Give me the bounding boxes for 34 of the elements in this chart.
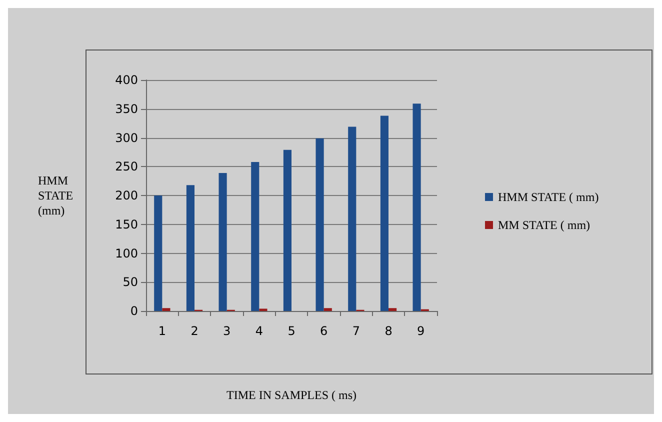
- bar: [324, 308, 332, 311]
- y-tick-label: 300: [115, 130, 138, 145]
- y-axis-title: HMM STATE (mm): [38, 174, 74, 218]
- y-tick-label: 400: [115, 73, 138, 87]
- x-axis-title: TIME IN SAMPLES ( ms): [226, 388, 357, 402]
- x-tick-label: 1: [158, 324, 166, 338]
- y-tick-label: 100: [115, 246, 138, 260]
- x-tick-label: 6: [320, 324, 328, 338]
- bar: [283, 150, 292, 311]
- legend-label: HMM STATE ( mm): [498, 190, 599, 204]
- bar: [388, 308, 397, 311]
- x-tick-label: 4: [255, 324, 263, 338]
- x-tick-label: 9: [417, 324, 425, 338]
- bar: [412, 104, 421, 311]
- y-tick-label: 50: [122, 275, 138, 290]
- bar: [380, 116, 388, 311]
- x-tick-label: 2: [190, 324, 198, 338]
- y-tick-label: 350: [115, 102, 138, 116]
- y-tick-label: 0: [130, 304, 138, 318]
- x-tick-label: 5: [288, 324, 296, 338]
- y-tick-label: 150: [115, 217, 138, 232]
- x-tick-label: 3: [223, 324, 231, 338]
- y-tick-label: 200: [115, 188, 138, 202]
- y-tick-label: 250: [115, 160, 138, 174]
- legend-label: MM STATE ( mm): [498, 218, 590, 232]
- x-tick-label: 8: [384, 324, 392, 338]
- bar: [218, 172, 227, 311]
- bar: [186, 185, 194, 311]
- bar: [251, 162, 260, 311]
- bar: [154, 196, 162, 311]
- bar: [316, 138, 324, 311]
- x-tick-label: 7: [352, 324, 360, 338]
- bar: [348, 126, 356, 311]
- bar: [162, 308, 170, 311]
